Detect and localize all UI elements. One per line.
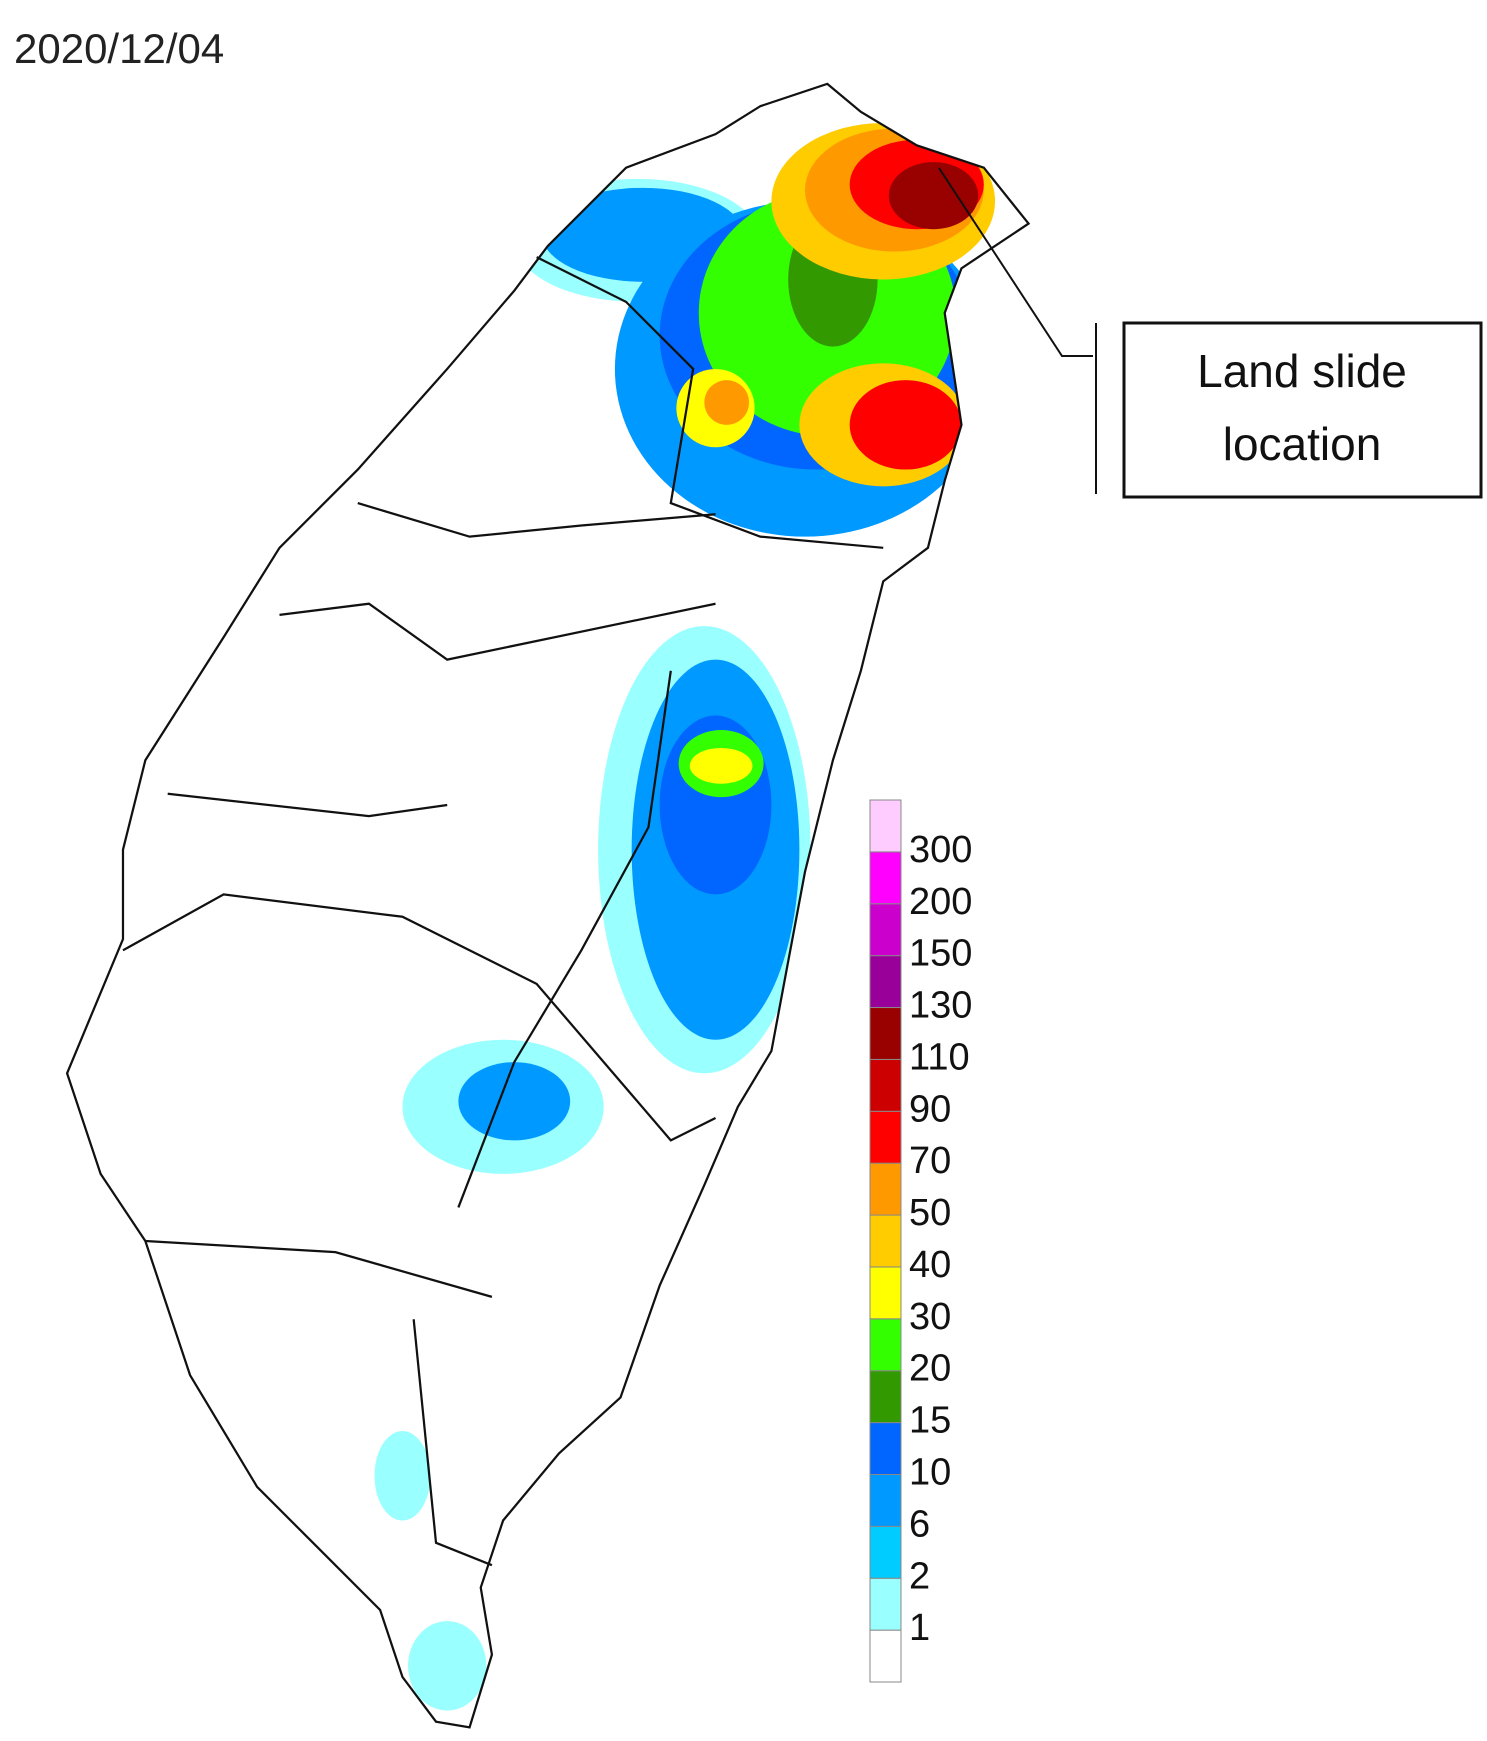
legend-label: 40 — [909, 1244, 951, 1286]
legend-swatch — [869, 851, 902, 905]
legend-label: 150 — [909, 933, 972, 975]
legend-label: 10 — [909, 1452, 951, 1494]
legend-swatch — [869, 1577, 902, 1631]
legend-label: 6 — [909, 1503, 930, 1545]
legend-label: 1 — [909, 1607, 930, 1649]
annotation-box — [1122, 321, 1483, 499]
legend-label: 70 — [909, 1140, 951, 1182]
legend-label: 30 — [909, 1296, 951, 1338]
legend-swatch — [869, 799, 902, 853]
legend-swatch — [869, 1629, 902, 1683]
legend-label: 2 — [909, 1555, 930, 1597]
legend-swatch — [869, 1214, 902, 1268]
annotation: Land slide location — [938, 167, 1483, 499]
legend-swatch — [869, 955, 902, 1009]
legend-label: 130 — [909, 985, 972, 1027]
legend-swatch — [869, 1110, 902, 1164]
legend-label: 20 — [909, 1348, 951, 1390]
legend-swatch — [869, 1318, 902, 1372]
legend-swatch — [869, 1473, 902, 1527]
legend-label: 90 — [909, 1088, 951, 1130]
legend-label: 300 — [909, 829, 972, 871]
map — [65, 82, 1030, 1729]
arrow — [938, 167, 1093, 357]
legend: 1 2 6 10 15 20 30 40 50 70 90 110 130 150 200 300 — [869, 799, 972, 1683]
date-title: 2020/12/04 — [14, 25, 224, 72]
legend-swatch — [869, 1007, 902, 1060]
legend-label: 110 — [909, 1036, 970, 1078]
legend-swatch — [869, 903, 902, 957]
rainfall-field — [374, 122, 996, 1711]
legend-swatch — [869, 1266, 902, 1320]
annotation-text: Land slide — [1197, 345, 1407, 397]
legend-swatch — [869, 1162, 902, 1216]
legend-swatch — [869, 1058, 902, 1112]
county-borders — [122, 256, 884, 1567]
legend-label: 15 — [909, 1400, 951, 1442]
legend-swatch — [869, 1422, 902, 1475]
legend-label: 200 — [909, 881, 972, 923]
legend-swatch — [869, 1525, 902, 1579]
annotation-text: location — [1223, 418, 1382, 470]
legend-swatch — [869, 1370, 902, 1424]
legend-label: 50 — [909, 1192, 951, 1234]
